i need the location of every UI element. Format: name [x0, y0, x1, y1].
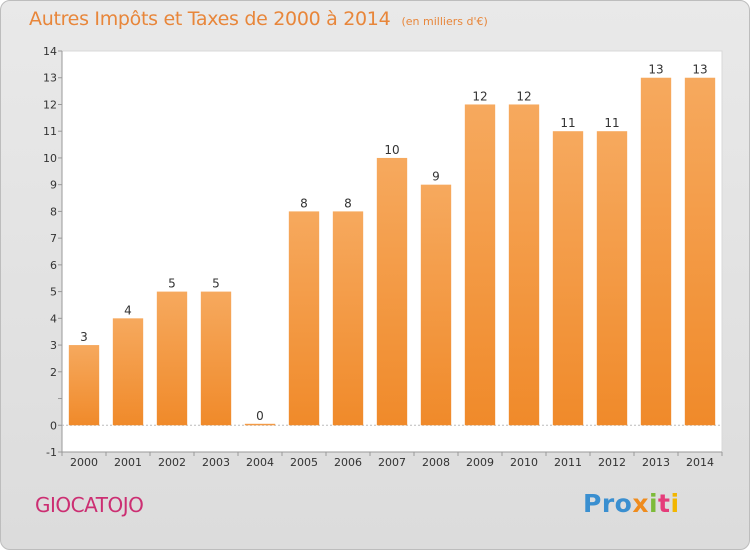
y-tick-label: 14 [43, 45, 57, 58]
bar [684, 77, 716, 426]
bar-value-label: 9 [432, 170, 440, 184]
bar-value-label: 0 [256, 409, 264, 423]
proxiti-logo: Proxiti [583, 489, 680, 518]
bar [68, 345, 100, 426]
logo-part: Pro [583, 489, 633, 518]
x-tick-label: 2006 [334, 456, 362, 469]
bar [596, 131, 628, 426]
bar [244, 423, 276, 426]
x-tick-label: 2014 [686, 456, 714, 469]
logo-part: x [632, 489, 649, 518]
x-tick-label: 2013 [642, 456, 670, 469]
bar [552, 131, 584, 426]
y-tick-label: 2 [50, 366, 57, 379]
x-tick-label: 2002 [158, 456, 186, 469]
commune-name: GIOCATOJO [35, 493, 144, 517]
bar-value-label: 5 [212, 277, 220, 291]
bar-value-label: 13 [648, 63, 663, 77]
bar-value-label: 3 [80, 330, 88, 344]
bar [156, 291, 188, 426]
y-tick-label: 11 [43, 125, 57, 138]
bar-value-label: 8 [344, 196, 352, 210]
y-tick-label: 3 [50, 339, 57, 352]
y-tick-label: 4 [50, 312, 57, 325]
bar-value-label: 11 [560, 116, 575, 130]
bar-value-label: 4 [124, 303, 132, 317]
y-tick-label: 5 [50, 286, 57, 299]
bar-value-label: 10 [384, 143, 399, 157]
chart-title-row: Autres Impôts et Taxes de 2000 à 2014 (e… [29, 8, 488, 30]
bar [200, 291, 232, 426]
x-tick-label: 2008 [422, 456, 450, 469]
bar-value-label: 13 [692, 63, 707, 77]
bar [640, 77, 672, 426]
x-tick-label: 2001 [114, 456, 142, 469]
logo-part: i [670, 489, 680, 518]
x-tick-label: 2009 [466, 456, 494, 469]
y-tick-label: 8 [50, 205, 57, 218]
x-tick-label: 2005 [290, 456, 318, 469]
y-tick-label: 6 [50, 259, 57, 272]
y-tick-label: 7 [50, 232, 57, 245]
x-tick-label: 2011 [554, 456, 582, 469]
x-tick-label: 2012 [598, 456, 626, 469]
y-tick-label: 9 [50, 179, 57, 192]
logo-part: t [658, 489, 671, 518]
y-tick-label: 0 [50, 419, 57, 432]
bar [112, 318, 144, 426]
y-tick-label: 12 [43, 98, 57, 111]
bar [332, 211, 364, 426]
x-tick-label: 2010 [510, 456, 538, 469]
bar [376, 157, 408, 426]
x-tick-label: 2003 [202, 456, 230, 469]
y-tick-label: 13 [43, 72, 57, 85]
bar [508, 104, 540, 426]
unit-label: (en milliers d'€) [401, 15, 488, 28]
bar-value-label: 11 [604, 116, 619, 130]
x-tick-label: 2007 [378, 456, 406, 469]
bar-value-label: 12 [516, 89, 531, 103]
bar-value-label: 8 [300, 196, 308, 210]
bar [288, 211, 320, 426]
bar [464, 104, 496, 426]
bar-value-label: 5 [168, 277, 176, 291]
bar-value-label: 12 [472, 89, 487, 103]
y-tick-label: 10 [43, 152, 57, 165]
bar [420, 184, 452, 426]
x-tick-label: 2000 [70, 456, 98, 469]
chart-title: Autres Impôts et Taxes de 2000 à 2014 [29, 8, 391, 30]
x-tick-label: 2004 [246, 456, 274, 469]
logo-part: i [648, 489, 659, 518]
y-tick-label: -1 [46, 446, 57, 459]
